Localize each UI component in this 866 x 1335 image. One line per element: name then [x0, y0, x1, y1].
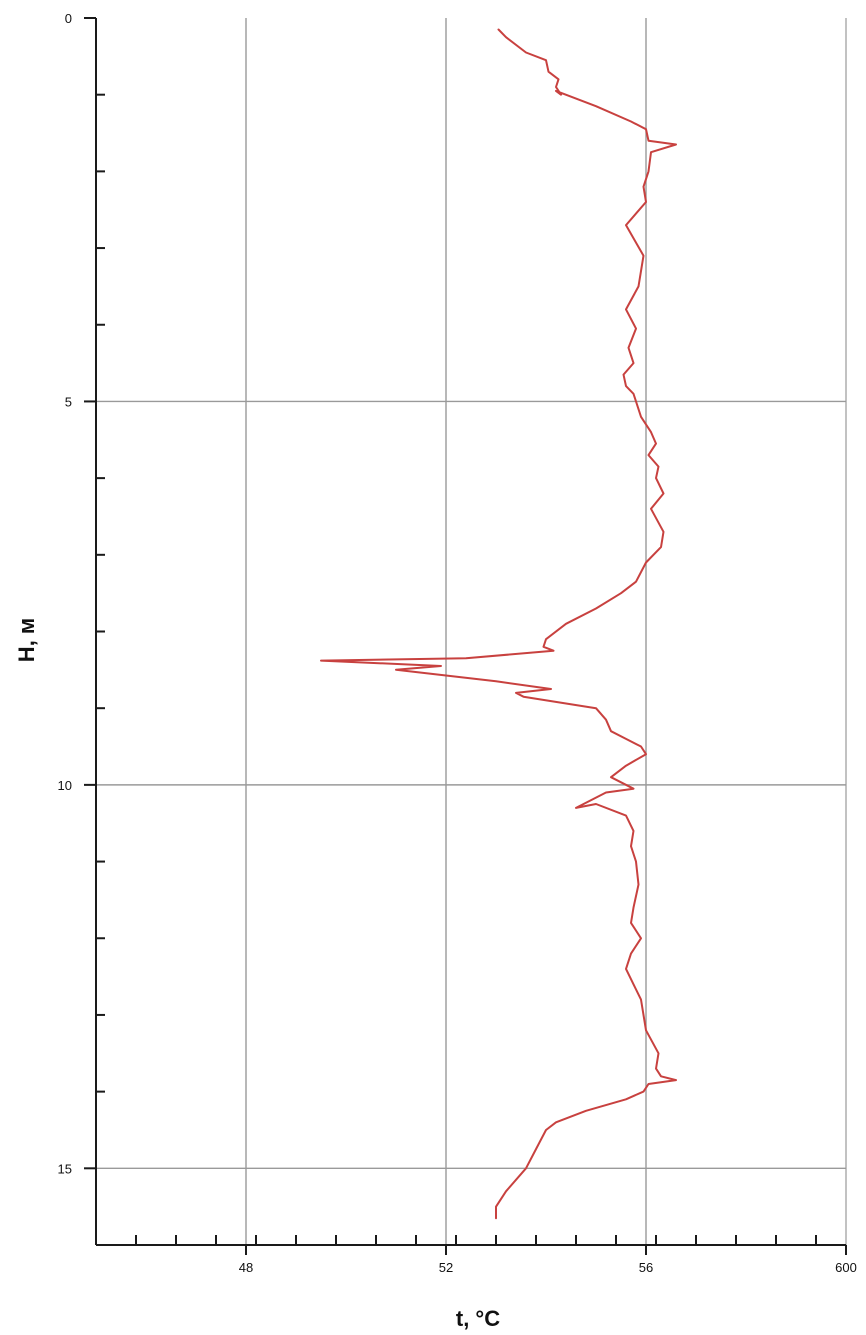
series-lines — [320, 28, 677, 1220]
minor-ticks — [84, 17, 847, 1255]
y-tick-label: 5 — [65, 394, 72, 409]
y-axis-title: H, м — [14, 618, 39, 662]
y-tick-label: 0 — [65, 11, 72, 26]
x-tick-label: 48 — [239, 1260, 253, 1275]
temperature-profile-line — [320, 28, 677, 1220]
y-tick-label: 15 — [58, 1161, 72, 1176]
grid-lines — [96, 18, 846, 1245]
axes — [95, 18, 847, 1246]
y-tick-labels: 0 5 10 15 — [58, 11, 72, 1176]
x-tick-label: 56 — [639, 1260, 653, 1275]
x-tick-labels: 48 52 56 600 — [239, 1260, 857, 1275]
y-tick-label: 10 — [58, 778, 72, 793]
x-tick-label: 600 — [835, 1260, 857, 1275]
x-axis-title: t, °C — [456, 1306, 500, 1331]
x-tick-label: 52 — [439, 1260, 453, 1275]
